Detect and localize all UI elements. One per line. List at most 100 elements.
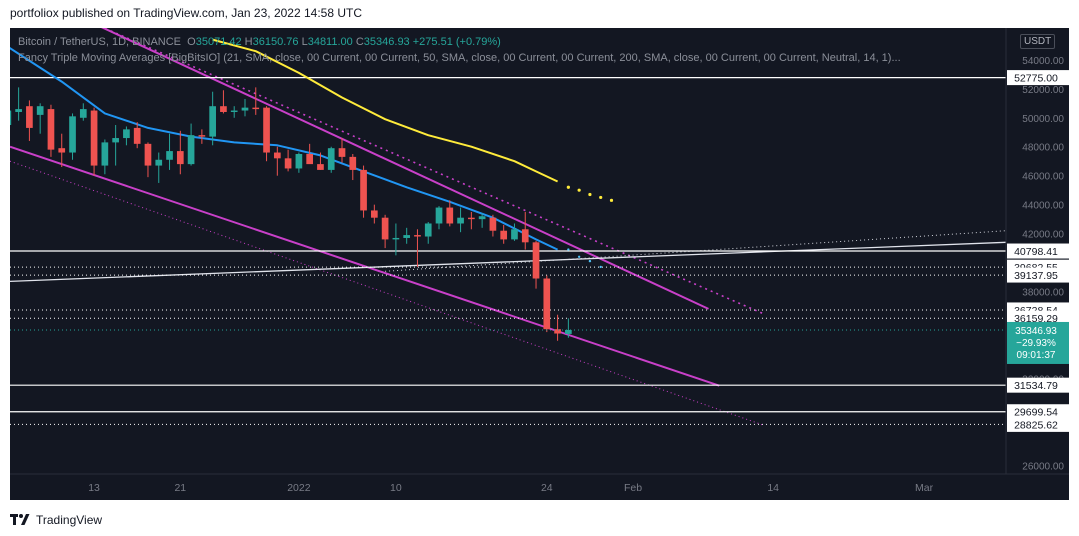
candle-body[interactable] <box>69 116 76 153</box>
ma200-projection-point <box>577 188 581 192</box>
ma21-projection-point <box>588 259 592 263</box>
candle-body[interactable] <box>435 207 443 224</box>
candle-body[interactable] <box>295 153 303 169</box>
candle-body[interactable] <box>198 135 206 137</box>
candle-body[interactable] <box>543 278 551 330</box>
candle-body[interactable] <box>241 107 249 111</box>
legend-indicator[interactable]: Fancy Triple Moving Averages [BigBitsIO]… <box>18 52 901 64</box>
trendline-white <box>10 241 1007 283</box>
x-tick-label: Mar <box>915 482 934 494</box>
x-tick-label: 10 <box>390 482 402 494</box>
candle-body[interactable] <box>26 106 33 128</box>
candle-body[interactable] <box>209 106 216 137</box>
candle-body[interactable] <box>112 138 119 143</box>
candle-body[interactable] <box>187 135 195 165</box>
current-price-tag[interactable] <box>1007 321 1069 364</box>
candle-body[interactable] <box>468 217 475 220</box>
y-tick-label: 48000.00 <box>1022 143 1064 154</box>
y-tick-label: 44000.00 <box>1022 201 1064 212</box>
y-tick-label: 46000.00 <box>1022 172 1064 183</box>
candle-body[interactable] <box>273 152 281 159</box>
candle-body[interactable] <box>220 106 227 112</box>
candle-body[interactable] <box>36 106 44 115</box>
candle-body[interactable] <box>457 217 464 224</box>
candle-body[interactable] <box>392 237 400 240</box>
candle-body[interactable] <box>521 229 529 243</box>
level-price-tag <box>1007 404 1069 420</box>
candle-body[interactable] <box>565 329 572 334</box>
ma200-projection-point <box>599 195 603 200</box>
level-price-tag <box>1007 377 1069 393</box>
candle-body[interactable] <box>15 109 22 112</box>
ma21-projection-point <box>567 248 570 251</box>
chart-area[interactable]: 54000.00 52000.00 50000.00 48000.00 46000.00… <box>10 28 1069 500</box>
x-tick-label: Feb <box>624 482 642 494</box>
tradingview-logo-icon <box>10 514 30 526</box>
legend-high-label: H <box>244 36 253 48</box>
y-tick-label: 42000.00 <box>1022 230 1064 241</box>
price-chart[interactable]: 54000.00 52000.00 50000.00 48000.00 46000.00… <box>10 28 1069 500</box>
channel-lower-line <box>10 145 720 387</box>
candle-body[interactable] <box>327 148 335 170</box>
candle-body[interactable] <box>489 217 497 231</box>
publish-info: portfoliox published on TradingView.com,… <box>10 6 362 20</box>
ma200-projection-point <box>588 192 592 197</box>
candle-body[interactable] <box>155 159 163 166</box>
candle-body[interactable] <box>101 142 109 166</box>
candle-body[interactable] <box>554 329 561 334</box>
candle-body[interactable] <box>446 207 454 224</box>
candle-body[interactable] <box>123 129 130 139</box>
legend-symbol: Bitcoin / TetherUS, 1D, BINANCE <box>18 36 182 48</box>
level-price-label: 40798.41 <box>1014 246 1058 258</box>
ma200-projection-point <box>609 198 614 202</box>
candle-body[interactable] <box>47 109 55 150</box>
candle-body[interactable] <box>511 229 518 240</box>
candle-body[interactable] <box>176 151 184 165</box>
candle-body[interactable] <box>403 235 411 238</box>
y-tick-label: 50000.00 <box>1022 114 1064 125</box>
current-price-label: 35346.93 <box>1015 326 1057 337</box>
candle-body[interactable] <box>424 223 432 237</box>
level-price-label: 28825.62 <box>1014 419 1058 431</box>
candle-body[interactable] <box>263 107 270 153</box>
candle-body[interactable] <box>414 235 421 237</box>
x-tick-label: 24 <box>541 482 553 494</box>
level-price-tag <box>1007 416 1069 432</box>
level-price-label: 31534.79 <box>1014 380 1058 392</box>
candle-body[interactable] <box>90 110 98 166</box>
y-tick-label: 52000.00 <box>1022 85 1064 96</box>
candle-body[interactable] <box>500 230 508 240</box>
candle-body[interactable] <box>381 217 389 240</box>
candle-body[interactable] <box>10 110 12 126</box>
chart-legend[interactable]: Bitcoin / TetherUS, 1D, BINANCE O35071.4… <box>18 34 993 66</box>
candle-body[interactable] <box>370 210 378 218</box>
candle-body[interactable] <box>306 153 314 165</box>
candle-body[interactable] <box>360 169 367 211</box>
candle-body[interactable] <box>317 164 324 170</box>
legend-open-label: O <box>187 36 196 48</box>
candle-body[interactable] <box>79 109 87 118</box>
x-tick-label: 2022 <box>287 482 311 494</box>
candle-body[interactable] <box>338 148 346 157</box>
candle-body[interactable] <box>478 216 486 220</box>
y-tick-label: 54000.00 <box>1022 56 1064 67</box>
candle-body[interactable] <box>284 158 292 169</box>
candle-body[interactable] <box>532 242 540 279</box>
x-tick-label: 21 <box>174 482 186 494</box>
y-tick-label: 26000.00 <box>1022 461 1064 472</box>
currency-badge[interactable]: USDT <box>1020 34 1056 49</box>
x-tick-label: 14 <box>767 482 779 494</box>
candle-body[interactable] <box>230 110 238 112</box>
candle-body[interactable] <box>58 148 66 153</box>
legend-change: +275.51 (+0.79%) <box>412 36 501 48</box>
candle-body[interactable] <box>144 143 152 166</box>
candle-body[interactable] <box>166 151 173 160</box>
legend-ohlc-row: Bitcoin / TetherUS, 1D, BINANCE O35071.4… <box>18 34 993 50</box>
candle-body[interactable] <box>349 156 357 170</box>
candle-body[interactable] <box>252 107 260 110</box>
current-price-change: −29.93% <box>1016 338 1056 349</box>
level-price-tag <box>1007 310 1069 326</box>
channel-upper-dotted-line <box>102 28 763 315</box>
legend-low-label: L <box>301 36 308 48</box>
candle-body[interactable] <box>133 127 141 144</box>
